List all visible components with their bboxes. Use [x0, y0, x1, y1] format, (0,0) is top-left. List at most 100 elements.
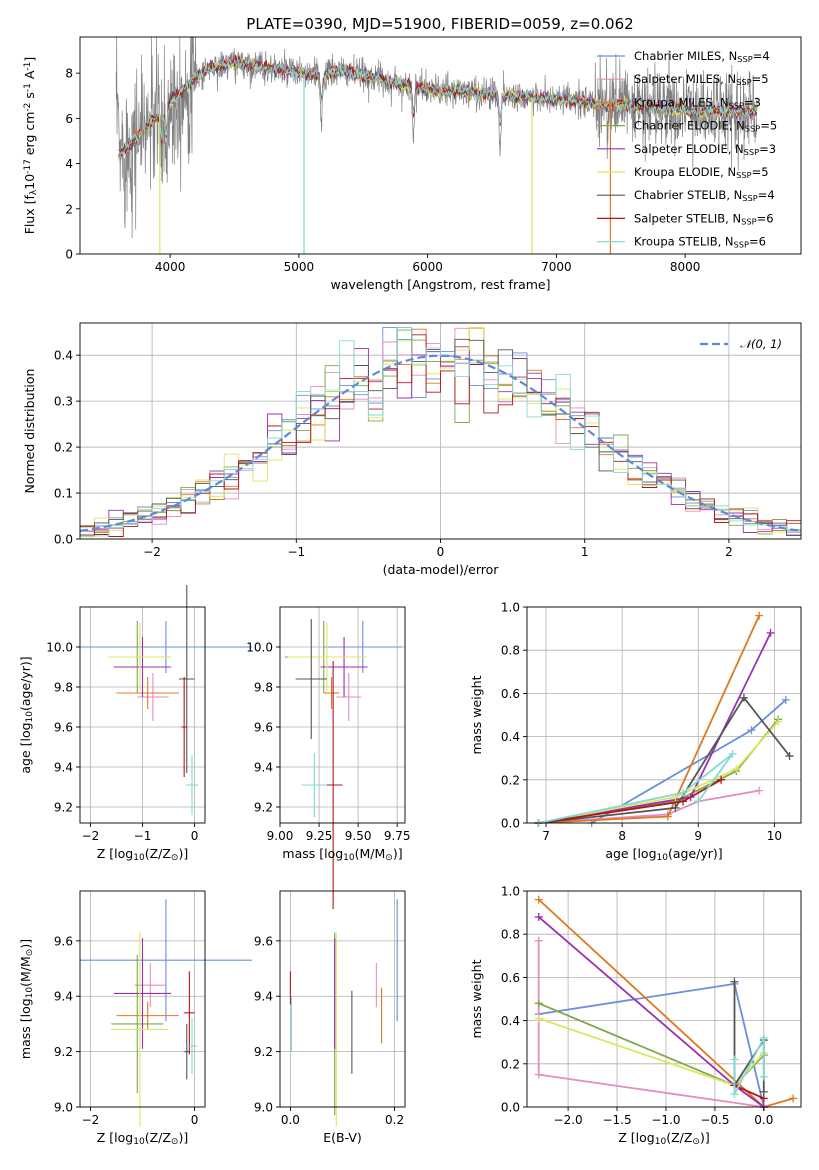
tick-label-y: 0.4: [54, 349, 73, 363]
tick-label-x: 9.25: [306, 829, 333, 843]
mass-weight-marker: [759, 1033, 768, 1042]
tick-label-y: 10.0: [46, 641, 73, 655]
mass-weight-line-3: [538, 1002, 765, 1087]
mass-weight-marker: [728, 749, 737, 758]
tick-label-x: 9.50: [345, 829, 372, 843]
panel-weight-vs-Z: −2.0 −1.5 −1.0 −0.5 0.0 0.0 0.2 0.4 0.6 0.8 1.0 Z […: [469, 885, 802, 1147]
legend-label: Kroupa ELODIE, NSSP=5: [634, 165, 769, 180]
mass-weight-marker: [534, 895, 543, 904]
x-axis-label: Z [log10(Z/Z⊙)]: [97, 1130, 188, 1147]
tick-label-x: 1: [581, 545, 589, 559]
axes-frame: [526, 890, 802, 1108]
tick-label-x: 9.00: [267, 829, 294, 843]
tick-label-y: 0.3: [54, 395, 73, 409]
tick-label-y: 0.2: [501, 773, 520, 787]
tick-label-y: 9.2: [254, 1045, 273, 1059]
tick-label-y: 0.2: [501, 1057, 520, 1071]
axes-frame: [79, 890, 206, 1108]
plot-area: [289, 899, 398, 1127]
x-axis-label: age [log10(age/yr)]: [605, 846, 722, 863]
tick-label-x: 7: [542, 829, 550, 843]
tick-label-x: 6000: [412, 260, 443, 274]
tick-label-y: 9.6: [254, 934, 273, 948]
mass-weight-line-6: [538, 696, 791, 824]
tick-label-y: 1.0: [501, 601, 520, 615]
mass-weight-marker: [785, 752, 794, 761]
legend-models: Chabrier MILES, NSSP=4 Salpeter MILES, NS…: [597, 49, 777, 250]
mass-weight-marker: [679, 788, 688, 797]
mass-weight-marker: [730, 1055, 739, 1064]
tick-label-y: 9.6: [254, 721, 273, 735]
tick-label-x: −2.0: [554, 1113, 583, 1127]
plot-area: [534, 611, 794, 827]
mass-weight-marker: [534, 1014, 543, 1023]
tick-label-y: 9.6: [54, 934, 73, 948]
tick-label-x: 7000: [541, 260, 572, 274]
mass-weight-marker: [694, 797, 703, 806]
mass-weight-marker: [759, 1094, 768, 1103]
tick-label-y: 0.1: [54, 487, 73, 501]
y-axis-label: age [log10(age/yr)]: [18, 656, 35, 773]
tick-label-y: 0.8: [501, 928, 520, 942]
tick-label-x: 5000: [284, 260, 315, 274]
tick-label-y: 9.2: [254, 801, 273, 815]
normal-reference-curve: [79, 354, 802, 532]
x-axis-label: E(B-V): [323, 1130, 362, 1145]
figure-title: PLATE=0390, MJD=51900, FIBERID=0059, z=0…: [246, 15, 633, 33]
mass-weight-line-6: [733, 981, 765, 1092]
tick-label-x: −2: [82, 829, 100, 843]
tick-label-y: 8: [65, 67, 73, 81]
tick-label-x: 2: [725, 545, 733, 559]
mass-weight-marker: [534, 912, 543, 921]
tick-label-y: 4: [65, 157, 73, 171]
panel-age-vs-Z: −2 −1 0 9.2 9.4 9.6 9.8 10.0 Z [log10(Z/Z⊙)] age …: [18, 585, 252, 863]
panel-residual-histogram: −2 −1 0 1 2 0.0 0.1 0.2 0.3 0.4 (data-model)/error…: [22, 322, 802, 577]
tick-label-y: 9.4: [254, 990, 273, 1004]
panel-spectrum: 4000 5000 6000 7000 8000 0 2 4 6 8 wavelength [Ang…: [22, 36, 802, 292]
tick-label-y: 9.8: [254, 681, 273, 695]
mass-weight-marker: [732, 765, 741, 773]
tick-label-x: −2: [143, 545, 161, 559]
tick-label-y: 0.2: [54, 441, 73, 455]
legend-label: Salpeter ELODIE, NSSP=3: [634, 142, 776, 157]
legend-label: Kroupa MILES, NSSP=3: [634, 95, 761, 110]
y-axis-label: Normed distribution: [22, 369, 37, 494]
mass-weight-marker: [766, 628, 775, 637]
tick-label-x: −1: [134, 829, 152, 843]
y-axis-label: mass [log10(M/M⊙)]: [18, 939, 35, 1059]
y-axis-label: Flux [fλ10-17 erg cm-2 s-1 A-1]: [22, 57, 39, 235]
axes-frame: [279, 890, 406, 1108]
tick-label-y: 9.0: [254, 1101, 273, 1115]
tick-label-x: −1.5: [602, 1113, 631, 1127]
mass-weight-marker: [747, 726, 756, 735]
axes-frame: [526, 606, 802, 824]
tick-label-x: −1: [287, 545, 305, 559]
mass-weight-line-8: [538, 753, 734, 824]
tick-label-x: 4000: [155, 260, 186, 274]
tick-label-x: 0: [437, 545, 445, 559]
legend-label: Salpeter MILES, NSSP=5: [634, 72, 769, 87]
x-axis-label: mass [log10(M/M⊙)]: [282, 846, 402, 863]
tick-label-x: −0.5: [700, 1113, 729, 1127]
legend-label: Kroupa STELIB, NSSP=6: [634, 235, 766, 250]
tick-label-y: 1.0: [501, 885, 520, 899]
mass-weight-line-8: [733, 1037, 765, 1095]
tick-label-x: 0: [191, 1113, 199, 1127]
mass-weight-marker: [774, 717, 783, 726]
mass-weight-marker: [671, 803, 680, 812]
tick-label-y: 0.6: [501, 971, 520, 985]
legend-label: 𝒩(0, 1): [740, 337, 782, 351]
tick-label-y: 9.0: [54, 1101, 73, 1115]
x-axis-label: Z [log10(Z/Z⊙)]: [618, 1130, 709, 1147]
mass-weight-marker: [730, 1090, 739, 1099]
mass-weight-marker: [534, 936, 543, 945]
tick-label-y: 9.4: [54, 990, 73, 1004]
mass-weight-marker: [755, 786, 764, 795]
y-axis-label: mass weight: [469, 675, 484, 754]
mass-weight-marker: [755, 611, 764, 620]
plot-area: [284, 619, 402, 909]
mass-weight-marker: [781, 695, 790, 704]
axes-frame: [279, 606, 406, 824]
tick-label-y: 9.4: [254, 761, 273, 775]
tick-label-y: 0.0: [54, 533, 73, 547]
